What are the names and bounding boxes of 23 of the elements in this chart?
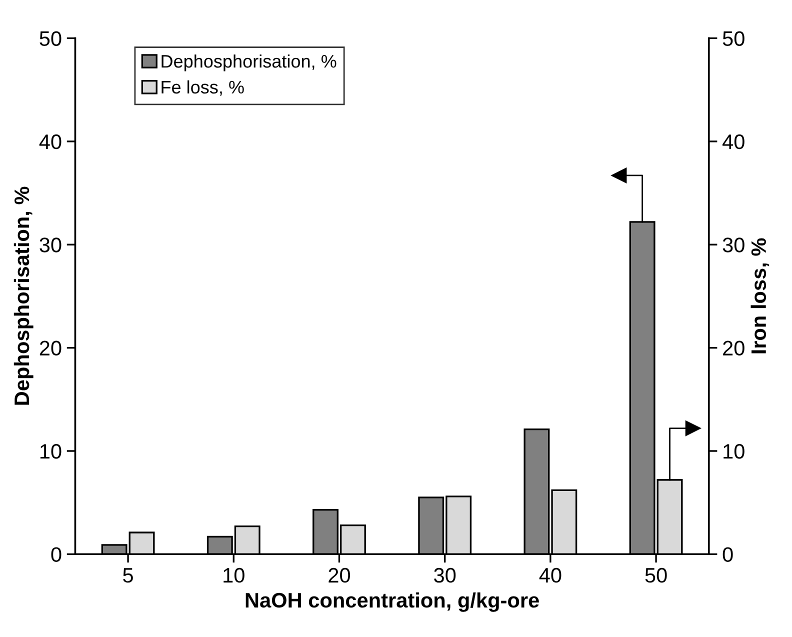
x-tick-label: 30 [434, 568, 456, 583]
y-tick-label: 30 [40, 238, 62, 252]
y-tick-label: 40 [39, 134, 62, 150]
y2-tick-label: 50 [722, 31, 744, 46]
y-tick-label: 0 [51, 547, 62, 562]
x-tick-label: 20 [328, 568, 350, 583]
x-tick-label: 5 [123, 568, 133, 583]
y2-axis-title: Iron loss, % [750, 238, 770, 354]
y2-tick-label: 40 [722, 134, 744, 150]
y2-tick-label: 30 [722, 238, 744, 252]
legend-label: Fe loss, % [162, 80, 244, 96]
legend-label: Dephosphorisation, % [162, 54, 336, 72]
y2-tick-label: 10 [724, 444, 744, 459]
x-tick-label: 10 [224, 568, 244, 583]
y-axis-title: Dephosphorisation, % [14, 186, 34, 405]
y-tick-label: 50 [40, 31, 62, 46]
x-tick-label: 40 [539, 568, 562, 583]
y2-tick-label: 0 [722, 547, 733, 562]
y-tick-label: 10 [40, 444, 62, 459]
x-axis-title: NaOH concentration, g/kg-ore [246, 592, 539, 612]
y-tick-label: 20 [40, 340, 62, 356]
x-tick-label: 50 [645, 568, 667, 583]
y2-tick-label: 20 [723, 340, 744, 356]
